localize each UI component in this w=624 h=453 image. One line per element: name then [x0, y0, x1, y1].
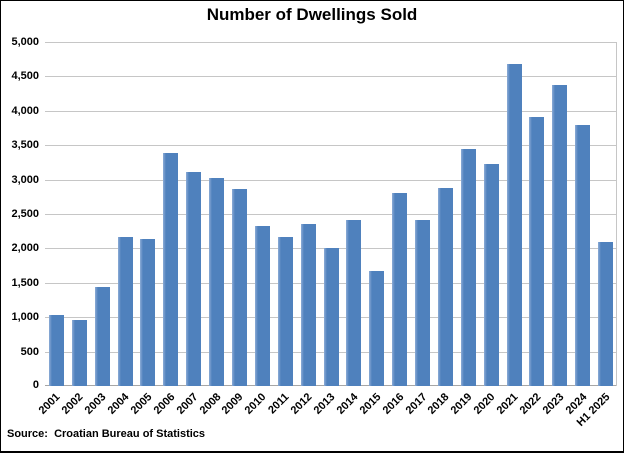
bar-2007 — [186, 172, 202, 386]
bar-2024 — [575, 125, 591, 386]
bar-2012 — [300, 224, 316, 386]
bar-2019 — [460, 149, 476, 386]
gridline — [45, 76, 616, 77]
y-axis-tick-label: 4,500 — [11, 70, 39, 82]
y-axis-tick-label: 500 — [20, 346, 39, 358]
bar-2004 — [117, 237, 133, 386]
bar-2006 — [163, 153, 179, 386]
gridline — [45, 145, 616, 146]
gridline — [45, 42, 616, 43]
bar-2023 — [552, 85, 568, 386]
chart-title: Number of Dwellings Sold — [206, 5, 418, 24]
bar-2020 — [483, 164, 499, 386]
y-axis-tick-label: 2,500 — [11, 208, 39, 220]
y-axis-tick-label: 3,000 — [11, 174, 39, 186]
bar-2016 — [392, 193, 408, 386]
gridline — [45, 180, 616, 181]
bar-2001 — [48, 315, 64, 386]
y-axis-tick-label: 0 — [32, 379, 39, 391]
gridline — [45, 111, 616, 112]
bar-2011 — [277, 237, 293, 386]
bar-2017 — [415, 220, 431, 386]
bar-2021 — [506, 64, 522, 386]
bar-2005 — [140, 239, 156, 386]
y-axis-tick-label: 2,000 — [11, 242, 39, 254]
bar-h1-2025 — [598, 242, 614, 386]
bar-2022 — [529, 117, 545, 386]
bar-2015 — [369, 271, 385, 386]
bar-2003 — [94, 287, 110, 386]
bar-2009 — [231, 189, 247, 386]
bar-2002 — [71, 320, 87, 386]
y-axis-tick-label: 3,500 — [11, 139, 39, 151]
bar-2010 — [254, 226, 270, 386]
y-axis-tick-label: 1,500 — [11, 277, 39, 289]
y-axis-tick-label: 5,000 — [11, 36, 39, 48]
bar-2018 — [437, 188, 453, 386]
y-axis-tick-label: 1,000 — [11, 311, 39, 323]
y-axis-tick-label: 4,000 — [11, 105, 39, 117]
plot-area — [45, 42, 617, 386]
gridline — [45, 214, 616, 215]
bar-2014 — [346, 220, 362, 386]
source-note: Source: Croatian Bureau of Statistics — [7, 428, 206, 440]
bar-2013 — [323, 248, 339, 386]
bar-2008 — [209, 178, 225, 386]
